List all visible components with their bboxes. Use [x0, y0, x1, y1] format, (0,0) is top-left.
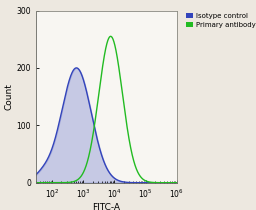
Y-axis label: Count: Count — [5, 83, 14, 110]
Legend: Isotype control, Primary antibody: Isotype control, Primary antibody — [186, 12, 256, 29]
X-axis label: FITC-A: FITC-A — [92, 203, 120, 210]
